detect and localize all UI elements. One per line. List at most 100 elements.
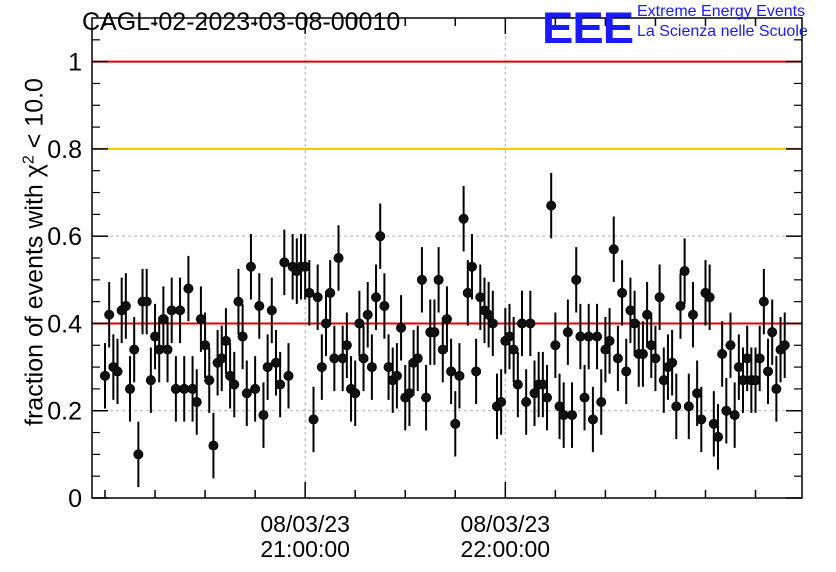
data-point xyxy=(554,401,565,412)
data-point xyxy=(758,296,769,307)
data-point xyxy=(621,366,632,377)
data-point xyxy=(750,375,761,386)
data-point xyxy=(683,401,694,412)
data-point xyxy=(433,274,444,285)
logo-line-2: La Scienza nelle Scuole xyxy=(637,23,808,40)
data-point xyxy=(391,370,402,381)
data-point xyxy=(304,287,315,298)
data-point xyxy=(187,383,198,394)
data-point xyxy=(283,370,294,381)
chart-title: CAGL-02-2023-03-08-00010 xyxy=(82,8,401,36)
data-point xyxy=(487,318,498,329)
data-point xyxy=(333,253,344,263)
data-point xyxy=(158,314,169,325)
data-point xyxy=(525,318,536,329)
data-point xyxy=(258,410,269,421)
data-point xyxy=(441,314,452,325)
x-tick-label-time: 22:00:00 xyxy=(461,536,551,562)
data-point xyxy=(529,388,540,399)
data-point xyxy=(575,331,586,342)
data-point xyxy=(742,353,753,364)
data-point xyxy=(183,283,194,294)
data-point xyxy=(617,287,628,298)
data-point xyxy=(437,344,448,355)
x-tick-label-time: 21:00:00 xyxy=(260,536,350,562)
data-point xyxy=(454,370,465,381)
data-point xyxy=(450,418,461,429)
data-point xyxy=(341,340,352,351)
data-point xyxy=(675,301,686,311)
data-point xyxy=(637,349,648,359)
x-tick-label-date: 08/03/23 xyxy=(260,511,350,537)
data-point xyxy=(567,410,578,421)
data-point xyxy=(779,340,790,351)
data-point xyxy=(337,353,348,364)
data-point xyxy=(483,309,494,320)
data-point xyxy=(579,392,590,403)
data-point xyxy=(270,357,281,368)
data-point xyxy=(542,392,553,403)
data-point xyxy=(266,305,277,316)
data-point xyxy=(321,318,332,329)
data-point xyxy=(600,344,611,355)
data-point xyxy=(604,335,615,346)
y-axis-label-main: fraction of events with χ xyxy=(20,164,49,426)
data-point xyxy=(329,353,340,364)
data-point xyxy=(508,344,519,355)
data-point xyxy=(475,292,486,303)
data-point xyxy=(150,331,161,342)
data-point xyxy=(316,362,327,373)
data-point xyxy=(104,309,115,320)
data-point xyxy=(237,331,248,342)
data-point xyxy=(654,292,665,303)
data-point xyxy=(250,383,261,394)
data-point xyxy=(125,383,136,394)
y-tick-label: 1 xyxy=(68,49,82,77)
data-point xyxy=(625,305,636,316)
data-point xyxy=(708,418,719,429)
data-point xyxy=(537,379,548,390)
data-point xyxy=(366,362,377,373)
data-point xyxy=(642,309,653,320)
data-point xyxy=(175,305,186,316)
data-point xyxy=(225,370,236,381)
data-point xyxy=(721,405,732,416)
data-point xyxy=(170,383,181,394)
data-point xyxy=(612,353,623,364)
data-point xyxy=(275,379,286,390)
data-point xyxy=(133,449,144,460)
data-point xyxy=(571,274,582,285)
data-point xyxy=(650,353,661,364)
data-point xyxy=(308,414,319,425)
data-point xyxy=(350,388,361,399)
data-point xyxy=(312,292,323,303)
data-point xyxy=(383,362,394,373)
y-tick-label: 0.4 xyxy=(47,310,82,338)
data-point xyxy=(404,388,415,399)
data-point xyxy=(379,301,390,311)
y-axis-label: fraction of events with χ2 < 10.0 xyxy=(20,78,49,426)
data-point xyxy=(679,266,690,277)
data-point xyxy=(696,414,707,425)
data-point xyxy=(371,292,382,303)
data-point xyxy=(446,366,457,377)
x-tick-label-date: 08/03/23 xyxy=(461,511,551,537)
data-point xyxy=(729,410,740,421)
data-point xyxy=(504,331,515,342)
plot-frame xyxy=(91,17,803,499)
data-point xyxy=(179,383,190,394)
data-point xyxy=(216,353,227,364)
data-point xyxy=(100,370,110,381)
data-point xyxy=(429,327,440,338)
data-point xyxy=(687,309,698,320)
data-point xyxy=(191,397,202,407)
data-point xyxy=(646,340,657,351)
y-tick-label: 0.8 xyxy=(47,136,82,164)
data-point xyxy=(466,261,477,272)
data-point xyxy=(462,287,473,298)
data-point xyxy=(754,353,765,364)
y-axis-label-sup: 2 xyxy=(20,155,38,165)
data-point xyxy=(496,397,507,407)
data-point xyxy=(558,410,569,421)
data-point xyxy=(112,366,123,377)
